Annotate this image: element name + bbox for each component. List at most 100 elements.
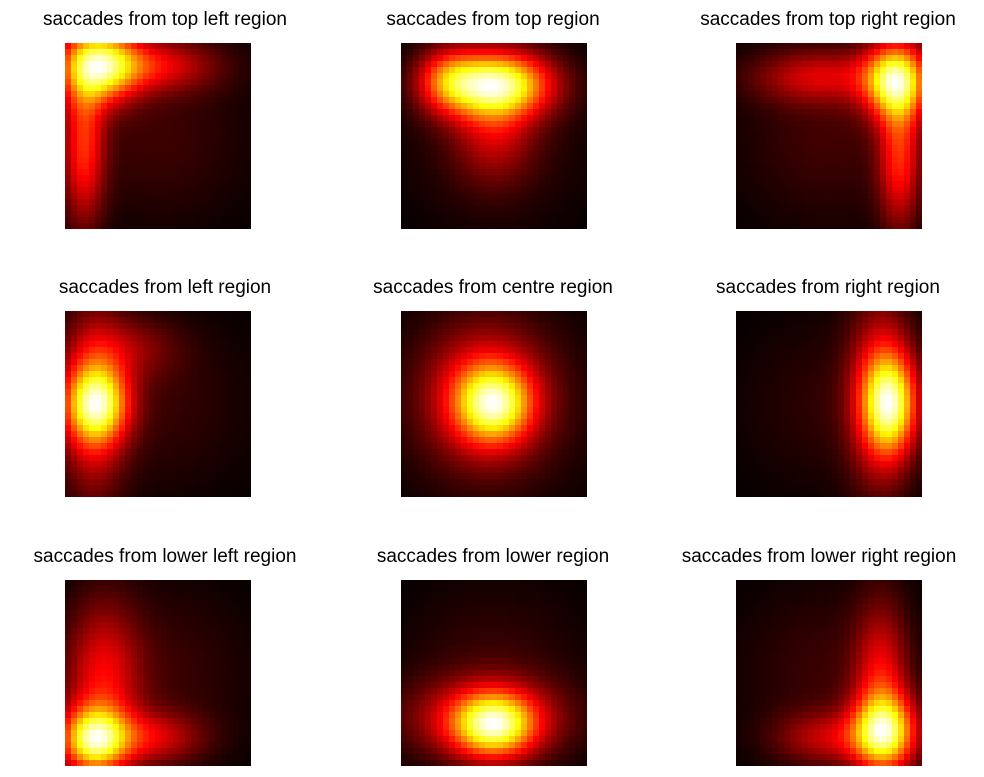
heatmap-cell	[521, 437, 528, 444]
heatmap-cell	[71, 425, 78, 432]
heatmap-cell	[850, 61, 857, 68]
heatmap-cell	[862, 205, 869, 212]
heatmap-cell	[137, 365, 144, 372]
heatmap-cell	[485, 85, 492, 92]
heatmap-cell	[491, 55, 498, 62]
heatmap-cell	[209, 205, 216, 212]
heatmap-cell	[509, 217, 516, 224]
heatmap-cell	[515, 371, 522, 378]
heatmap-cell	[95, 175, 102, 182]
heatmap-cell	[796, 103, 803, 110]
heatmap-cell	[239, 193, 246, 200]
heatmap-cell	[491, 145, 498, 152]
heatmap-cell	[497, 133, 504, 140]
heatmap-cell	[95, 127, 102, 134]
heatmap-cell	[155, 431, 162, 438]
heatmap-cell	[497, 79, 504, 86]
heatmap-cell	[77, 85, 84, 92]
heatmap-cell	[167, 419, 174, 426]
heatmap-cell	[203, 467, 210, 474]
heatmap-cell	[904, 193, 911, 200]
heatmap-cell	[563, 49, 570, 56]
heatmap-cell	[491, 443, 498, 450]
heatmap-cell	[209, 133, 216, 140]
heatmap-cell	[904, 43, 911, 50]
heatmap-cell	[826, 335, 833, 342]
heatmap-cell	[239, 389, 246, 396]
heatmap-cell	[95, 181, 102, 188]
heatmap-cell	[419, 211, 426, 218]
heatmap-cell	[808, 157, 815, 164]
heatmap-cell	[461, 133, 468, 140]
heatmap-cell	[197, 401, 204, 408]
heatmap-cell	[155, 371, 162, 378]
heatmap-cell	[401, 461, 408, 468]
heatmap-cell	[71, 467, 78, 474]
heatmap-cell	[413, 425, 420, 432]
heatmap-cell	[461, 157, 468, 164]
heatmap-cell	[137, 473, 144, 480]
heatmap-cell	[161, 223, 168, 229]
heatmap-cell	[221, 205, 228, 212]
heatmap-cell	[874, 133, 881, 140]
heatmap-cell	[137, 217, 144, 224]
heatmap-cell	[71, 323, 78, 330]
heatmap-cell	[455, 175, 462, 182]
heatmap-cell	[407, 97, 414, 104]
heatmap-cell	[113, 341, 120, 348]
heatmap-cell	[473, 115, 480, 122]
heatmap-cell	[227, 199, 234, 206]
heatmap-cell	[401, 151, 408, 158]
heatmap-cell	[754, 103, 761, 110]
heatmap-cell	[856, 43, 863, 50]
heatmap-cell	[826, 55, 833, 62]
heatmap-cell	[83, 175, 90, 182]
heatmap-cell	[155, 347, 162, 354]
heatmap-cell	[83, 187, 90, 194]
heatmap-cell	[431, 311, 438, 318]
heatmap-cell	[125, 335, 132, 342]
heatmap-cell	[125, 353, 132, 360]
heatmap-cell	[856, 133, 863, 140]
heatmap-cell	[844, 127, 851, 134]
heatmap-cell	[856, 103, 863, 110]
heatmap-cell	[125, 199, 132, 206]
heatmap-cell	[131, 473, 138, 480]
heatmap-cell	[527, 443, 534, 450]
heatmap-cell	[431, 323, 438, 330]
heatmap-cell	[77, 199, 84, 206]
heatmap-cell	[209, 323, 216, 330]
heatmap-cell	[143, 353, 150, 360]
heatmap-cell	[221, 169, 228, 176]
heatmap-cell	[748, 169, 755, 176]
heatmap-cell	[820, 217, 827, 224]
heatmap-cell	[125, 217, 132, 224]
heatmap-cell	[766, 85, 773, 92]
heatmap-cell	[419, 455, 426, 462]
heatmap-cell	[101, 401, 108, 408]
heatmap-cell	[209, 437, 216, 444]
heatmap-cell	[161, 133, 168, 140]
heatmap-cell	[467, 55, 474, 62]
heatmap-cell	[449, 407, 456, 414]
heatmap-cell	[760, 49, 767, 56]
heatmap-cell	[245, 437, 251, 444]
heatmap-cell	[569, 455, 576, 462]
heatmap-cell	[832, 205, 839, 212]
heatmap-cell	[107, 437, 114, 444]
heatmap-cell	[742, 85, 749, 92]
heatmap-cell	[419, 449, 426, 456]
heatmap-cell	[503, 395, 510, 402]
heatmap-cell	[521, 85, 528, 92]
heatmap-cell	[173, 473, 180, 480]
heatmap-cell	[581, 139, 587, 146]
heatmap-cell	[581, 479, 587, 486]
heatmap-cell	[131, 205, 138, 212]
heatmap-cell	[491, 187, 498, 194]
heatmap-cell	[575, 205, 582, 212]
heatmap-cell	[119, 347, 126, 354]
heatmap-cell	[401, 431, 408, 438]
heatmap-cell	[898, 115, 905, 122]
heatmap-cell	[551, 473, 558, 480]
heatmap-cell	[880, 193, 887, 200]
